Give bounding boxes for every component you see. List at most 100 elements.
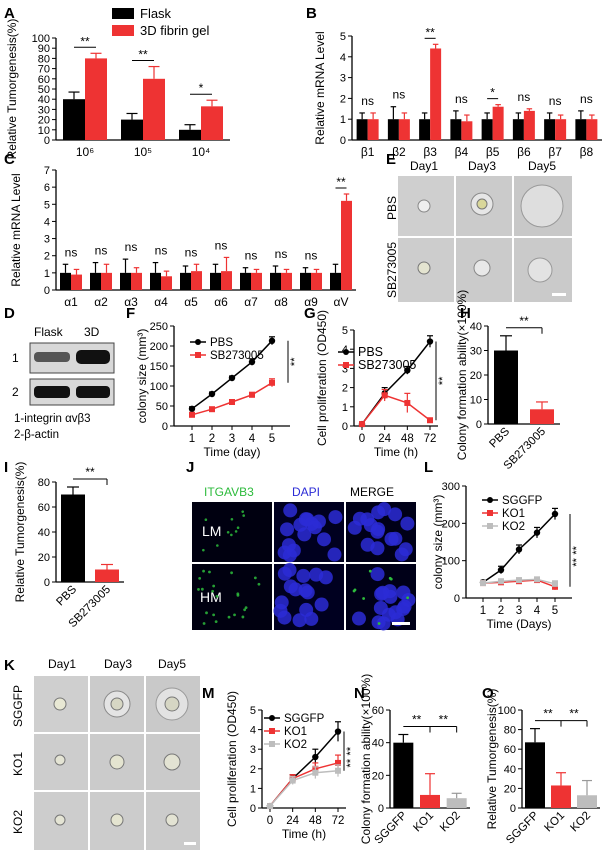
y-tick-label: 3: [44, 234, 50, 246]
y-tick-label: 5: [250, 705, 256, 717]
y-tick-label: 100: [150, 381, 168, 393]
significance-label: ns: [518, 90, 531, 104]
y-tick-label: 20: [372, 770, 384, 782]
data-point: [534, 576, 540, 583]
significance-label: *: [199, 81, 204, 95]
data-point: [516, 577, 522, 584]
cell-dot: [200, 587, 204, 591]
k-colony-5: [109, 754, 125, 770]
blot-col-3d: 3D: [84, 325, 100, 339]
legend-marker: [269, 728, 275, 734]
blot-band-2a: [34, 386, 70, 398]
bar: [450, 119, 462, 140]
data-point: [268, 337, 276, 344]
panel-k-micrographs: Day1 Day3 Day5 SGGFP KO1 KO2: [11, 657, 200, 850]
data-point: [498, 578, 504, 585]
cell-dot: [202, 569, 205, 573]
legend-label: KO1: [502, 508, 525, 520]
y-tick-label: 4: [250, 725, 256, 737]
x-tick-label: α9: [304, 295, 318, 309]
cell-dot: [202, 622, 206, 625]
bar: [95, 569, 119, 582]
k-row-ko2: KO2: [11, 810, 25, 834]
x-tick-label: KO1: [411, 810, 436, 835]
x-tick-label: β7: [548, 145, 562, 159]
bar: [419, 119, 431, 140]
bar: [586, 119, 598, 140]
y-tick-label: 2: [250, 764, 256, 776]
significance-label: **: [519, 314, 529, 328]
y-tick-label: 0: [378, 803, 384, 815]
y-tick-label: 40: [504, 764, 516, 776]
y-tick-label: 40: [372, 738, 384, 750]
e-col-day5: Day5: [528, 159, 556, 173]
legend-marker: [195, 352, 201, 358]
x-tick-label: 4: [249, 433, 256, 445]
series-line: [191, 382, 273, 416]
cell-dot: [400, 516, 415, 531]
data-point: [269, 379, 275, 386]
y-tick-label: 200: [150, 341, 168, 353]
e-col-day3: Day3: [468, 159, 496, 173]
y-tick-label: 5: [340, 31, 346, 43]
y-axis-label: colony size (mm³): [135, 329, 149, 424]
bar: [330, 272, 341, 290]
j-row-hm: HM: [200, 589, 222, 605]
k-scale-bar: [184, 842, 196, 845]
panel-label-a: A: [4, 5, 15, 22]
x-axis-label: Time (h): [374, 445, 418, 459]
data-point: [189, 411, 195, 418]
data-point: [426, 338, 434, 345]
x-tick-label: α8: [274, 295, 288, 309]
cell-dot: [292, 613, 307, 628]
e-colony-5: [473, 259, 491, 277]
x-tick-label: β1: [361, 145, 375, 159]
panel-label-f: F: [126, 305, 135, 322]
e-col-day1: Day1: [410, 159, 438, 173]
y-axis-label: Colony formation ability(×100%): [359, 674, 373, 844]
bar: [281, 272, 292, 290]
x-tick-label: α7: [244, 295, 258, 309]
x-tick-label: β4: [455, 145, 469, 159]
legend-marker: [487, 497, 493, 503]
significance-label: ns: [155, 244, 168, 258]
data-point: [209, 406, 215, 413]
legend-label: PBS: [358, 345, 383, 359]
x-tick-label: α5: [184, 295, 198, 309]
cell-dot: [377, 502, 392, 517]
cell-dot: [363, 518, 378, 533]
x-tick-label: β3: [423, 145, 437, 159]
y-tick-label: 40: [470, 321, 482, 333]
y-tick-label: 80: [38, 53, 50, 65]
merge-green-dot: [389, 577, 393, 581]
panel-label-n: N: [354, 685, 365, 702]
significance-label: ns: [305, 249, 318, 263]
y-tick-label: 60: [504, 744, 516, 756]
data-point: [551, 510, 559, 518]
panel-label-m: M: [202, 685, 215, 702]
bar: [120, 272, 131, 290]
x-tick-label: PBS: [487, 425, 512, 450]
k-colony-7: [54, 814, 66, 826]
data-point: [515, 546, 523, 553]
data-point: [404, 367, 411, 374]
blot-caption-1: 1-integrin αvβ3: [14, 413, 91, 425]
y-tick-label: 0: [44, 577, 50, 589]
cell-dot: [388, 507, 403, 522]
chart-m: 0 1 2 3 4 5 Cell proliferation (OD450) 0 24 48 72 T…: [225, 691, 357, 841]
bar: [575, 119, 587, 140]
bar: [387, 119, 399, 140]
y-tick-label: 4: [340, 52, 346, 64]
y-tick-label: 5: [44, 199, 50, 211]
e-row-pbs: PBS: [385, 196, 399, 220]
cell-dot: [230, 517, 234, 521]
significance-label: **: [85, 465, 95, 479]
bar: [523, 110, 535, 140]
x-tick-label: 10⁵: [134, 145, 152, 159]
cell-dot: [230, 533, 233, 537]
x-tick-label: αV: [334, 295, 349, 309]
bar: [420, 794, 440, 808]
legend-label: SGGFP: [502, 495, 543, 507]
